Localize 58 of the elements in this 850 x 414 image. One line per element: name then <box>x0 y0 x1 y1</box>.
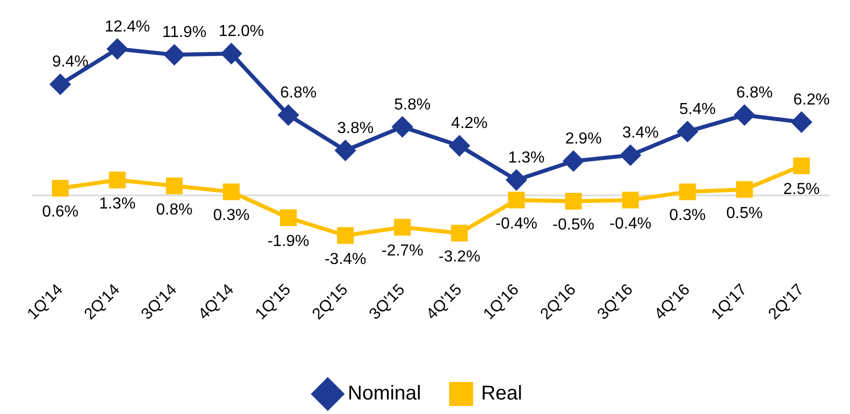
data-label: 2.9% <box>565 130 602 148</box>
data-label: 5.4% <box>679 100 716 118</box>
point <box>222 183 240 200</box>
point <box>677 122 698 142</box>
point <box>449 136 470 156</box>
data-label: 3.8% <box>337 120 374 137</box>
data-label: 11.9% <box>162 24 206 42</box>
point <box>337 227 354 244</box>
data-label: 1.3% <box>99 195 136 212</box>
point <box>563 151 584 172</box>
point <box>394 218 411 236</box>
data-label: 0.5% <box>726 204 763 222</box>
point <box>679 183 696 200</box>
data-label: -0.4% <box>496 215 538 232</box>
data-label: -3.2% <box>438 248 480 266</box>
point <box>108 172 126 188</box>
data-label: 0.8% <box>156 201 193 218</box>
data-label: 0.6% <box>42 204 79 221</box>
data-label: -1.9% <box>267 233 310 250</box>
point <box>164 44 184 65</box>
point <box>107 38 128 59</box>
data-label: -2.7% <box>381 242 424 260</box>
data-label: 5.8% <box>394 96 431 114</box>
point <box>278 105 298 126</box>
data-label: 12.0% <box>218 23 264 40</box>
point <box>622 192 639 208</box>
point <box>793 157 810 174</box>
data-label: -0.5% <box>552 216 594 234</box>
data-label: 3.4% <box>622 124 659 142</box>
legend-label: Real <box>481 382 522 405</box>
point <box>50 74 70 94</box>
data-label: 1.3% <box>508 149 545 166</box>
data-label: 12.4% <box>104 18 150 36</box>
point <box>221 44 242 64</box>
point <box>392 116 412 137</box>
point <box>734 105 754 126</box>
legend-label: Nominal <box>348 382 422 405</box>
data-label: 9.4% <box>52 54 89 71</box>
point <box>506 170 526 190</box>
data-label: 2.5% <box>783 181 820 198</box>
data-label: -0.4% <box>610 215 652 232</box>
point <box>736 181 753 198</box>
point <box>280 209 297 226</box>
point <box>166 178 183 194</box>
point <box>335 140 356 160</box>
point <box>620 145 640 166</box>
point <box>508 192 525 208</box>
point <box>52 180 69 197</box>
data-label: 6.8% <box>280 84 317 102</box>
data-label: 0.3% <box>669 207 706 224</box>
point <box>451 224 468 242</box>
data-label: 4.2% <box>451 115 488 132</box>
point <box>791 112 812 132</box>
point <box>565 192 582 210</box>
data-label: 0.3% <box>213 207 250 224</box>
data-label: 6.2% <box>793 92 830 109</box>
data-label: -3.4% <box>324 250 366 268</box>
data-label: 6.8% <box>736 84 773 102</box>
